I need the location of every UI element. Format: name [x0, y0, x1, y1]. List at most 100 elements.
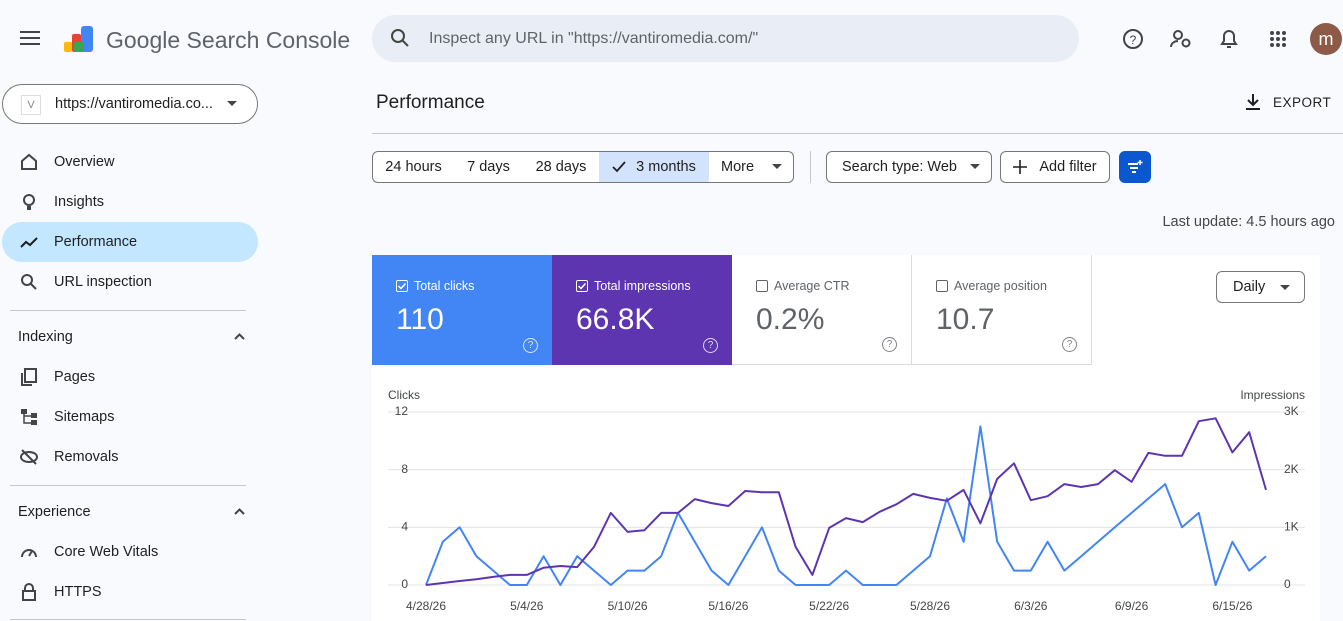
date-range-button-selected[interactable]: 3 months [599, 151, 710, 183]
nav-icon [21, 274, 37, 290]
property-icon: V [21, 95, 41, 115]
metric-card[interactable]: Average CTR 0.2%? [732, 255, 912, 365]
last-update: Last update: 4.5 hours ago [1162, 214, 1335, 230]
help-icon: ? [703, 338, 718, 353]
date-range-button[interactable]: 24 hours [372, 151, 455, 183]
add-filter-label: Add filter [1039, 159, 1097, 175]
nav-section-title[interactable]: Indexing [18, 329, 73, 345]
divider [10, 485, 246, 486]
nav-item[interactable]: Removals [2, 437, 258, 477]
dropdown-arrow [970, 164, 980, 169]
search-type-label: Search type: Web [842, 159, 957, 175]
metric-label: Total clicks [396, 279, 528, 293]
metric-label-text: Total clicks [414, 279, 475, 293]
nav-item[interactable]: Overview [2, 142, 258, 182]
help-icon: ? [882, 337, 897, 352]
search-type-button[interactable]: Search type: Web [826, 151, 992, 183]
nav-label: Performance [54, 234, 138, 250]
check-icon [577, 282, 586, 290]
date-range-label: 3 months [636, 159, 696, 175]
checkbox-checked [576, 280, 588, 292]
check-icon [612, 161, 626, 173]
nav-item[interactable]: Performance [2, 222, 258, 262]
granularity-label: Daily [1233, 279, 1266, 295]
collapse-icon[interactable] [234, 333, 245, 340]
metric-value: 66.8K [576, 303, 655, 336]
settings-icon[interactable] [1170, 28, 1192, 50]
nav-label: Pages [54, 369, 96, 385]
page-title: Performance [376, 92, 485, 113]
help-icon: ? [523, 338, 538, 353]
metric-label-text: Average position [954, 279, 1047, 293]
dropdown-arrow [1280, 285, 1290, 290]
separator [810, 151, 811, 183]
collapse-icon[interactable] [234, 508, 245, 515]
export-button[interactable]: EXPORT [1273, 95, 1332, 110]
dropdown-arrow [772, 164, 783, 169]
nav-item[interactable]: Insights [2, 182, 258, 222]
help-icon: ? [1062, 337, 1077, 352]
metric-label: Average position [936, 279, 1067, 293]
search-placeholder: Inspect any URL in "https://vantiromedia… [429, 30, 759, 47]
dropdown-arrow [227, 101, 237, 106]
property-selector[interactable]: V https://vantiromedia.co... [2, 84, 258, 124]
date-range-button[interactable]: 7 days [454, 151, 524, 183]
nav-icon [21, 368, 37, 386]
check-icon [397, 282, 406, 290]
metric-value: 10.7 [936, 303, 995, 336]
divider [10, 310, 246, 311]
granularity-select[interactable]: Daily [1216, 271, 1305, 303]
divider [10, 619, 246, 620]
metric-label-text: Total impressions [594, 279, 691, 293]
nav-item[interactable]: Sitemaps [2, 397, 258, 437]
filter-icon [1128, 160, 1143, 173]
divider [372, 133, 1343, 134]
nav-label: URL inspection [54, 274, 152, 290]
add-filter-button[interactable]: Add filter [1000, 151, 1110, 183]
menu-icon[interactable] [20, 30, 40, 46]
metric-label: Average CTR [756, 279, 887, 293]
product-name: Google Search Console [106, 27, 351, 53]
metric-label: Total impressions [576, 279, 708, 293]
nav-item[interactable]: HTTPS [2, 572, 258, 612]
checkbox [756, 280, 768, 292]
nav-label: Core Web Vitals [54, 544, 159, 560]
metric-card[interactable]: Average position 10.7? [912, 255, 1092, 365]
help-icon[interactable]: ? [1122, 28, 1144, 50]
plus-icon [1013, 160, 1028, 174]
nav-label: Removals [54, 449, 119, 465]
notifications-icon[interactable] [1219, 28, 1239, 50]
metric-card[interactable]: Total impressions 66.8K? [552, 255, 732, 365]
metric-value: 0.2% [756, 303, 825, 336]
search-icon [391, 29, 409, 47]
metric-card[interactable]: Total clicks 110? [372, 255, 552, 365]
nav-label: HTTPS [54, 584, 102, 600]
nav-item[interactable]: Pages [2, 357, 258, 397]
nav-icon [20, 237, 38, 248]
export-icon[interactable] [1244, 93, 1262, 111]
nav-icon [20, 449, 38, 465]
apps-icon[interactable] [1269, 30, 1287, 48]
nav-item[interactable]: URL inspection [2, 262, 258, 302]
logo [64, 26, 93, 52]
nav-label: Sitemaps [54, 409, 115, 425]
nav-section-title[interactable]: Experience [18, 504, 91, 520]
date-range-button[interactable]: 28 days [523, 151, 600, 183]
metric-value: 110 [396, 303, 444, 336]
filter-settings-button[interactable] [1119, 151, 1151, 183]
more-button[interactable]: More [709, 151, 794, 183]
metric-label-text: Average CTR [774, 279, 850, 293]
top-bar: Google Search Console Inspect any URL in… [0, 0, 1343, 78]
more-label: More [721, 159, 755, 175]
nav-label: Overview [54, 154, 115, 170]
checkbox [936, 280, 948, 292]
nav-item[interactable]: Core Web Vitals [2, 532, 258, 572]
nav-icon [22, 583, 36, 601]
checkbox-checked [396, 280, 408, 292]
property-url: https://vantiromedia.co... [55, 96, 213, 112]
search-box[interactable]: Inspect any URL in "https://vantiromedia… [372, 15, 1079, 62]
svg-text:?: ? [1130, 33, 1137, 47]
avatar[interactable]: m [1310, 23, 1342, 55]
nav-icon [21, 409, 37, 425]
